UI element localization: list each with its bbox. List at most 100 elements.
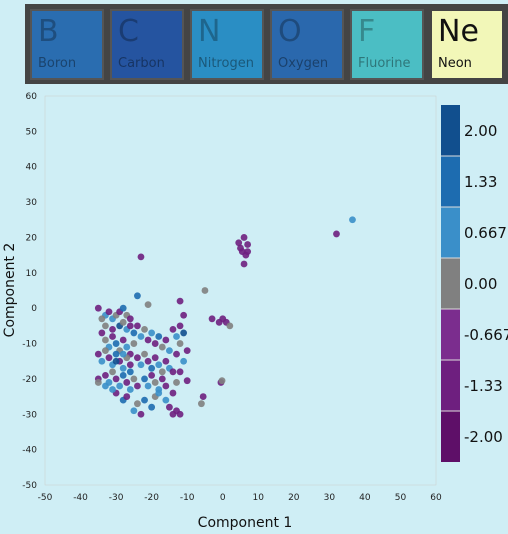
y-tick-label: 60	[26, 92, 38, 102]
data-point	[141, 326, 148, 333]
data-point	[176, 410, 184, 418]
data-point	[102, 336, 109, 344]
data-point	[119, 371, 127, 379]
data-point	[112, 350, 120, 358]
data-point	[148, 329, 156, 337]
element-symbol: O	[278, 14, 302, 49]
data-point	[94, 379, 102, 386]
data-point	[119, 304, 127, 312]
y-tick-label: 40	[26, 163, 38, 173]
colorbar: 2.00 1.33 0.667 0.00 -0.667 -1.33 -2.00	[441, 105, 508, 462]
element-name: Fluorine	[358, 56, 411, 71]
data-point	[112, 357, 120, 365]
data-point	[137, 333, 145, 340]
element-name: Boron	[38, 56, 77, 71]
data-point	[162, 396, 170, 404]
data-point	[134, 400, 141, 408]
y-axis-label: Component 2	[2, 243, 18, 338]
y-tick-label: -40	[22, 446, 37, 456]
data-point	[98, 315, 106, 323]
data-point	[176, 368, 184, 376]
data-point	[105, 379, 113, 386]
x-axis-ticks: -50 -40 -30 -20 -10 0 10 20 30 40 50 60	[38, 493, 442, 503]
data-point	[105, 354, 113, 362]
data-point	[180, 311, 188, 319]
element-symbol: F	[358, 14, 376, 49]
data-point	[123, 393, 131, 400]
data-point	[219, 315, 227, 323]
x-tick-label: -20	[144, 493, 159, 503]
data-point	[109, 333, 116, 340]
data-point	[119, 350, 127, 358]
data-point	[126, 322, 134, 330]
element-tile-neon[interactable]: Ne Neon	[430, 9, 504, 80]
data-point	[123, 379, 131, 386]
data-point	[151, 340, 159, 347]
data-point	[176, 340, 184, 347]
data-point	[349, 216, 356, 224]
data-point	[144, 382, 152, 390]
colorbar-label: 0.667	[464, 224, 507, 242]
x-axis-label: Component 1	[198, 515, 293, 531]
data-point	[126, 386, 134, 393]
element-name: Nitrogen	[198, 56, 254, 71]
element-tile-fluorine[interactable]: F Fluorine	[350, 9, 424, 80]
data-point	[155, 333, 163, 340]
data-point	[218, 377, 226, 385]
data-point	[130, 340, 138, 347]
data-point	[105, 308, 113, 316]
colorbar-segment	[441, 105, 460, 156]
data-point	[173, 333, 180, 340]
colorbar-segment	[441, 156, 460, 207]
data-point	[112, 340, 120, 347]
data-point	[109, 368, 116, 376]
data-point	[144, 301, 152, 309]
data-point	[102, 371, 109, 379]
element-name: Neon	[438, 56, 472, 71]
element-symbol: C	[118, 14, 139, 49]
data-point	[123, 343, 131, 351]
data-point	[119, 318, 127, 326]
data-points	[94, 216, 356, 418]
data-point	[151, 379, 159, 386]
data-point	[126, 315, 134, 323]
y-tick-label: 30	[26, 198, 38, 208]
x-tick-label: 0	[220, 493, 226, 503]
data-point	[244, 248, 252, 256]
x-tick-label: 10	[253, 493, 265, 503]
data-point	[130, 375, 138, 383]
element-name: Carbon	[118, 56, 165, 71]
colorbar-label: 0.00	[464, 275, 497, 293]
data-point	[162, 382, 170, 390]
data-point	[158, 343, 166, 351]
data-point	[240, 234, 248, 241]
data-point	[102, 347, 109, 355]
data-point	[109, 326, 116, 333]
element-symbol: Ne	[438, 14, 479, 49]
data-point	[130, 329, 138, 337]
element-tile-boron[interactable]: B Boron	[30, 9, 104, 80]
data-point	[169, 368, 177, 376]
element-tile-oxygen[interactable]: O Oxygen	[270, 9, 344, 80]
y-tick-label: 10	[26, 269, 38, 279]
colorbar-label: 1.33	[464, 173, 497, 191]
x-tick-label: 30	[324, 493, 336, 503]
y-tick-label: 50	[26, 127, 38, 137]
data-point	[141, 375, 148, 383]
data-point	[98, 329, 106, 337]
data-point	[169, 326, 177, 333]
x-tick-label: -40	[73, 493, 88, 503]
element-tile-nitrogen[interactable]: N Nitrogen	[190, 9, 264, 80]
y-tick-label: -30	[22, 410, 37, 420]
data-point	[102, 322, 109, 330]
x-tick-label: 50	[395, 493, 407, 503]
colorbar-label: -0.667	[464, 326, 508, 344]
data-point	[141, 350, 148, 358]
data-point	[134, 292, 141, 300]
element-tile-carbon[interactable]: C Carbon	[110, 9, 184, 80]
data-point	[173, 350, 180, 358]
data-point	[94, 304, 102, 312]
data-point	[119, 336, 127, 344]
data-point	[176, 322, 184, 330]
